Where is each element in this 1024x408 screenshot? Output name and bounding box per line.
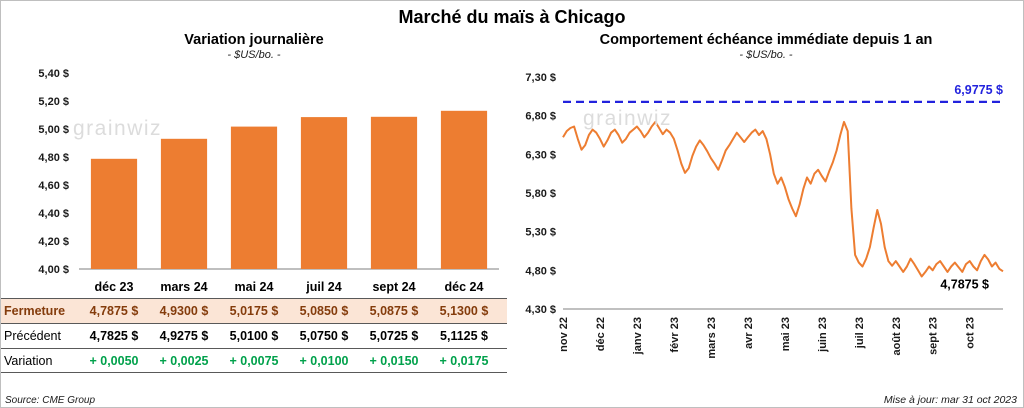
bar-category-label: sept 24 [372,280,416,294]
bar [230,126,278,269]
source-note: Source: CME Group [5,395,96,406]
table-cell: 4,7875 $ [89,304,139,318]
table-cell: 5,0100 $ [229,329,279,343]
last-value-label: 4,7875 $ [940,277,989,291]
bar-category-label: mai 24 [234,280,274,294]
bar-category-label: mars 24 [160,280,208,294]
updated-note: Mise à jour: mar 31 oct 2023 [883,394,1017,406]
y-tick-label: 4,30 $ [525,304,556,316]
futures-table: Fermeture 4,7875 $ 4,9300 $ 5,0175 $ 5,0850 … [1,298,507,373]
table-cell: 5,0750 $ [299,329,349,343]
bar-category-label: déc 23 [94,280,134,294]
y-tick-label: 4,60 $ [38,180,69,192]
table-cell: 4,7825 $ [89,329,139,343]
bar-chart-title: Variation journalière [184,32,324,48]
bar [300,117,348,269]
bar-chart-subtitle: - $US/bo. - [227,49,281,61]
table-row-fermeture: Fermeture 4,7875 $ 4,9300 $ 5,0175 $ 5,0850 … [1,298,507,323]
line-chart-title: Comportement échéance immédiate depuis 1… [599,32,933,48]
table-cell: 5,1300 $ [439,304,489,318]
x-tick-label: juin 23 [817,317,829,353]
x-tick-label: févr 23 [669,317,681,352]
y-tick-label: 4,40 $ [38,208,69,220]
line-chart-subtitle: - $US/bo. - [739,49,793,61]
page-title: Marché du maïs à Chicago [398,7,626,27]
bar-category-label: juil 24 [306,280,342,294]
table-cell: 5,0875 $ [369,304,419,318]
table-row-variation: Variation + 0,0050 + 0,0025 + 0,0075 + 0,010… [1,348,507,373]
table-cell: + 0,0100 [299,353,349,368]
row-label: Fermeture [4,304,66,318]
bar [440,110,488,269]
y-tick-label: 6,30 $ [525,149,556,161]
x-tick-label: nov 22 [558,317,570,352]
bar-category-label: déc 24 [444,280,484,294]
x-tick-label: août 23 [891,317,903,356]
bar [160,138,208,269]
panels-container: Variation journalière - $US/bo. - 4,00 $… [1,29,1023,407]
bar [370,116,418,270]
table-cell: 4,9275 $ [159,329,209,343]
table-row-precedent: Précédent 4,7825 $ 4,9275 $ 5,0100 $ 5,0750 … [1,323,507,348]
y-tick-label: 4,80 $ [525,265,556,277]
table-cell: + 0,0175 [439,353,489,368]
row-label: Variation [4,353,53,368]
y-tick-label: 5,80 $ [525,188,556,200]
bar-chart-x-labels: déc 23 mars 24 mai 24 juil 24 sept 24 déc 24 [1,276,507,298]
table-cell: + 0,0050 [89,353,139,368]
table-cell: 5,0175 $ [229,304,279,318]
front-month-panel: Comportement échéance immédiate depuis 1… [507,29,1023,407]
x-tick-label: avr 23 [743,317,755,349]
line-chart: 4,30 $ 4,80 $ 5,30 $ 5,80 $ 6,30 $ 6,80 $ 7,30… [525,72,1004,359]
y-tick-label: 7,30 $ [525,72,556,84]
x-tick-label: janv 23 [632,317,644,355]
x-tick-label: oct 23 [965,317,977,349]
x-tick-label: juil 23 [854,317,866,349]
daily-variation-panel: Variation journalière - $US/bo. - 4,00 $… [1,29,507,407]
x-tick-label: mars 23 [706,317,718,359]
price-line [562,120,1004,278]
x-tick-label: déc 22 [595,317,607,351]
bar [90,158,138,269]
y-tick-label: 4,20 $ [38,236,69,248]
y-tick-label: 6,80 $ [525,111,556,123]
bar-chart: 4,00 $ 4,20 $ 4,40 $ 4,60 $ 4,80 $ 5,00 $ 5,20… [38,68,499,276]
y-tick-label: 5,20 $ [38,96,69,108]
table-cell: + 0,0025 [159,353,209,368]
high-value-label: 6,9775 $ [954,83,1003,97]
table-cell: 5,1125 $ [440,329,488,343]
y-tick-label: 4,80 $ [38,152,69,164]
y-tick-label: 5,30 $ [525,227,556,239]
table-cell: + 0,0150 [369,353,419,368]
y-tick-label: 5,40 $ [38,68,69,80]
row-label: Précédent [4,329,61,343]
y-tick-label: 4,00 $ [38,264,69,276]
table-cell: + 0,0075 [229,353,279,368]
table-cell: 4,9300 $ [159,304,209,318]
x-tick-label: sept 23 [928,317,940,355]
x-tick-label: mai 23 [780,317,792,351]
y-tick-label: 5,00 $ [38,124,69,136]
table-cell: 5,0850 $ [299,304,349,318]
table-cell: 5,0725 $ [369,329,419,343]
